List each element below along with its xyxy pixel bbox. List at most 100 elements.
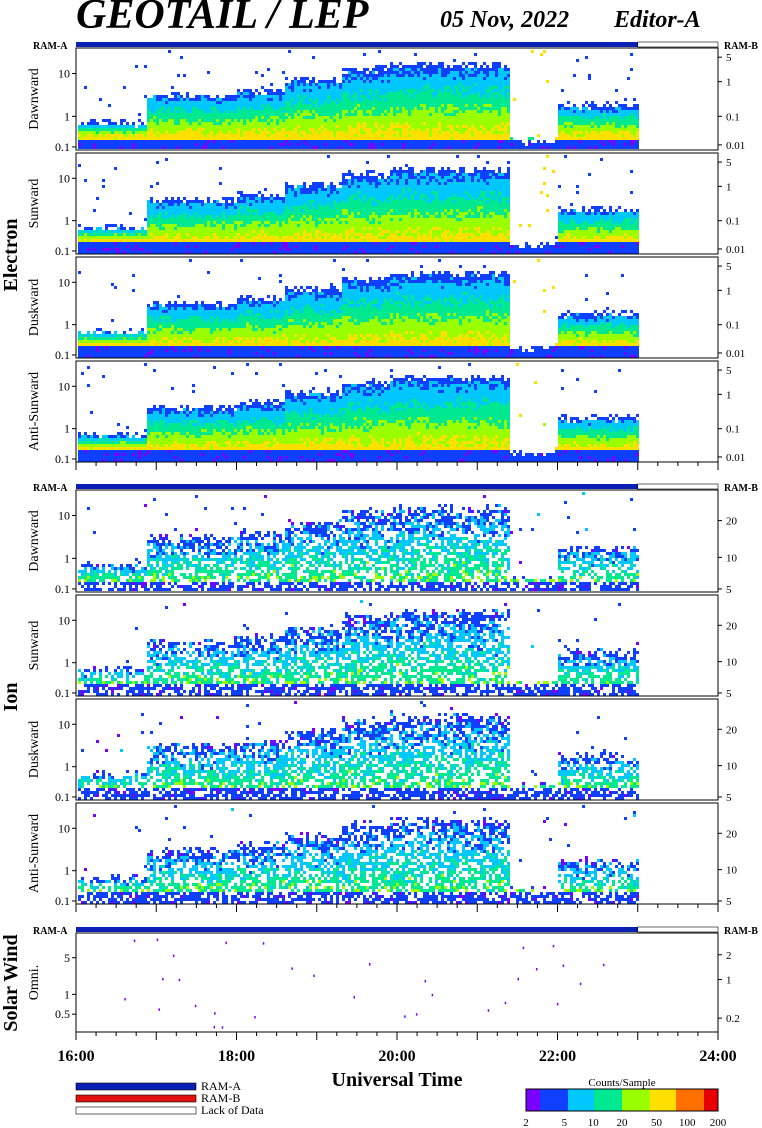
heatmap-cell <box>501 143 504 146</box>
heatmap-cell <box>615 107 618 110</box>
heatmap-cell <box>432 104 435 107</box>
heatmap-cell <box>297 80 300 83</box>
heatmap-cell <box>327 101 330 104</box>
heatmap-cell <box>372 86 375 89</box>
heatmap-cell <box>432 122 435 125</box>
heatmap-cell <box>471 113 474 116</box>
heatmap-cell <box>309 143 312 146</box>
heatmap-cell <box>120 236 123 239</box>
heatmap-cell <box>489 146 492 149</box>
heatmap-cell <box>297 197 300 200</box>
heatmap-cell <box>192 131 195 134</box>
heatmap-cell <box>621 116 624 119</box>
heatmap-cell <box>318 113 321 116</box>
heatmap-cell <box>417 140 420 143</box>
heatmap-cell <box>198 137 201 140</box>
heatmap-cell <box>474 113 477 116</box>
heatmap-cell <box>441 137 444 140</box>
heatmap-cell <box>390 98 393 101</box>
heatmap-cell <box>384 107 387 110</box>
heatmap-cell <box>366 113 369 116</box>
heatmap-cell <box>315 131 318 134</box>
heatmap-cell <box>159 236 162 239</box>
heatmap-cell <box>294 137 297 140</box>
heatmap-cell <box>249 218 252 221</box>
heatmap-cell <box>459 86 462 89</box>
heatmap-cell <box>417 104 420 107</box>
heatmap-cell <box>582 125 585 128</box>
heatmap-cell <box>423 95 426 98</box>
heatmap-cell <box>306 188 309 191</box>
heatmap-cell <box>135 239 138 242</box>
heatmap-cell <box>276 104 279 107</box>
heatmap-cell <box>633 146 636 149</box>
heatmap-cell <box>495 137 498 140</box>
heatmap-cell <box>243 206 246 209</box>
heatmap-cell <box>441 116 444 119</box>
heatmap-cell <box>192 110 195 113</box>
heatmap-cell <box>573 110 576 113</box>
heatmap-cell <box>420 143 423 146</box>
heatmap-cell <box>426 80 429 83</box>
heatmap-cell <box>216 245 219 248</box>
heatmap-cell <box>372 74 375 77</box>
heatmap-cell <box>357 74 360 77</box>
heatmap-cell <box>474 131 477 134</box>
heatmap-cell <box>507 86 510 89</box>
heatmap-cell <box>144 218 147 221</box>
heatmap-cell <box>264 227 267 230</box>
heatmap-cell <box>369 74 372 77</box>
heatmap-cell <box>309 122 312 125</box>
heatmap-cell <box>246 245 249 248</box>
heatmap-cell <box>483 122 486 125</box>
heatmap-cell <box>408 113 411 116</box>
heatmap-cell <box>450 146 453 149</box>
heatmap-cell <box>243 215 246 218</box>
heatmap-cell <box>147 227 150 230</box>
heatmap-cell <box>606 116 609 119</box>
heatmap-cell <box>210 242 213 245</box>
heatmap-cell <box>603 125 606 128</box>
heatmap-cell <box>168 230 171 233</box>
heatmap-cell <box>228 245 231 248</box>
heatmap-cell <box>210 116 213 119</box>
heatmap-cell <box>279 119 282 122</box>
heatmap-cell <box>477 104 480 107</box>
heatmap-cell <box>174 128 177 131</box>
heatmap-cell <box>594 113 597 116</box>
heatmap-cell <box>153 233 156 236</box>
heatmap-cell <box>606 101 609 104</box>
heatmap-cell <box>453 125 456 128</box>
heatmap-cell <box>285 92 288 95</box>
heatmap-cell <box>378 140 381 143</box>
heatmap-cell <box>183 131 186 134</box>
heatmap-cell <box>201 242 204 245</box>
heatmap-cell <box>267 230 270 233</box>
heatmap-cell <box>210 122 213 125</box>
heatmap-cell <box>600 134 603 137</box>
heatmap-cell <box>597 128 600 131</box>
heatmap-cell <box>216 143 219 146</box>
heatmap-cell <box>303 206 306 209</box>
heatmap-cell <box>192 137 195 140</box>
heatmap-cell <box>327 98 330 101</box>
heatmap-cell <box>306 215 309 218</box>
heatmap-cell <box>603 104 606 107</box>
heatmap-cell <box>204 218 207 221</box>
heatmap-cell <box>201 215 204 218</box>
heatmap-cell <box>483 62 486 65</box>
heatmap-cell <box>465 77 468 80</box>
heatmap-cell <box>195 101 198 104</box>
heatmap-cell <box>78 140 81 143</box>
heatmap-cell <box>198 236 201 239</box>
heatmap-cell <box>429 71 432 74</box>
heatmap-cell <box>312 122 315 125</box>
heatmap-cell <box>186 116 189 119</box>
heatmap-cell <box>423 110 426 113</box>
heatmap-cell <box>357 86 360 89</box>
heatmap-cell <box>147 242 150 245</box>
heatmap-cell <box>132 242 135 245</box>
heatmap-cell <box>465 110 468 113</box>
heatmap-cell <box>312 206 315 209</box>
heatmap-cell <box>498 125 501 128</box>
